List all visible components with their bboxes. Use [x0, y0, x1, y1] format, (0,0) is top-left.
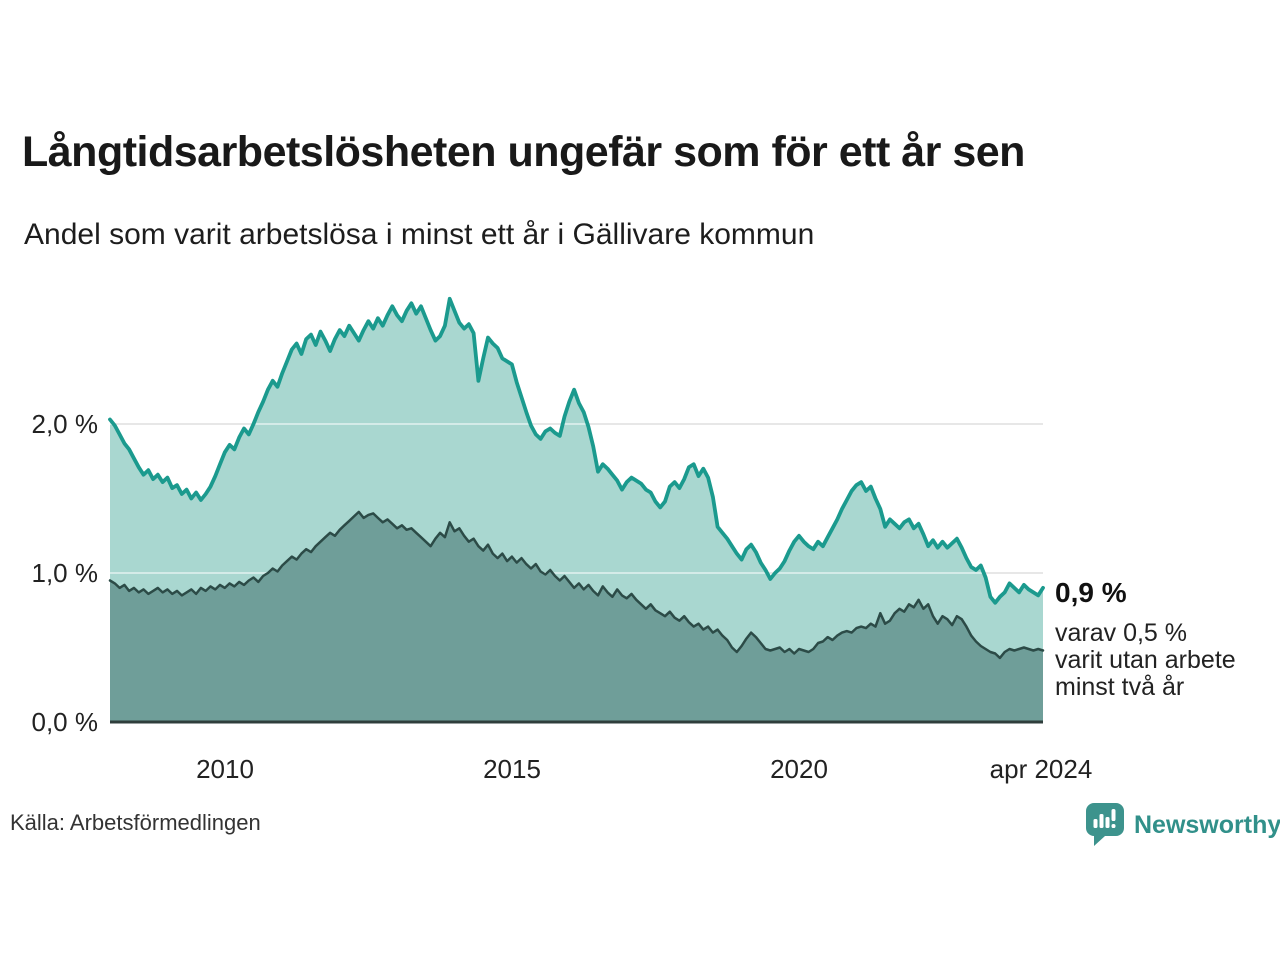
- x-tick-apr-2024: apr 2024: [990, 754, 1093, 784]
- end-sub-line-1: varav 0,5 %: [1055, 619, 1187, 647]
- y-tick-2pct: 2,0 %: [32, 409, 99, 439]
- line-unemployed-two-years: [108, 510, 1045, 660]
- newsworthy-wordmark: Newsworthy: [1134, 811, 1280, 839]
- line-unemployed-one-year: [108, 296, 1045, 605]
- end-annotations: 0,9 % varav 0,5 % varit utan arbete mins…: [1055, 577, 1236, 701]
- end-sub-line-2: varit utan arbete: [1055, 646, 1236, 674]
- area-unemployed-two-years: [110, 511, 1043, 722]
- newsworthy-logo: Newsworthy: [1086, 803, 1280, 849]
- page-title: Långtidsarbetslösheten ungefär som för e…: [22, 128, 1025, 176]
- y-tick-0pct: 0,0 %: [32, 707, 99, 737]
- y-axis-labels: 2,0 % 1,0 % 0,0 %: [32, 409, 99, 737]
- end-value-label: 0,9 %: [1055, 577, 1127, 608]
- x-tick-2020: 2020: [770, 754, 828, 784]
- x-tick-2010: 2010: [196, 754, 254, 784]
- end-sub-line-3: minst två år: [1055, 673, 1184, 701]
- newsworthy-bars-icon: [1086, 803, 1124, 846]
- gridlines-overlay: [110, 423, 1043, 574]
- x-axis-labels: 2010 2015 2020 apr 2024: [196, 754, 1092, 784]
- chart-subtitle: Andel som varit arbetslösa i minst ett å…: [24, 218, 815, 251]
- x-tick-2015: 2015: [483, 754, 541, 784]
- source-note: Källa: Arbetsförmedlingen: [10, 810, 261, 835]
- y-tick-1pct: 1,0 %: [32, 558, 99, 588]
